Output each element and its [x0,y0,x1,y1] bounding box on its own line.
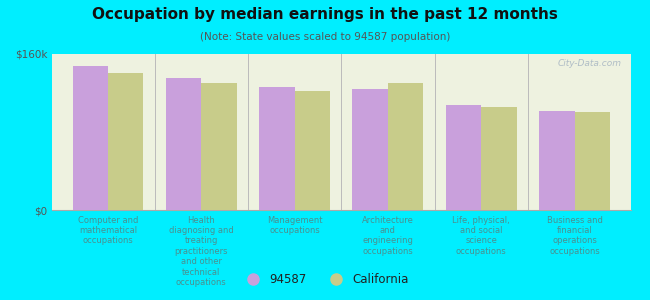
Text: City-Data.com: City-Data.com [558,59,622,68]
Bar [352,89,388,210]
Bar [108,74,144,210]
Bar [73,66,108,210]
Bar [575,112,610,210]
Bar [294,91,330,210]
Bar [446,105,481,210]
Bar [539,110,575,210]
Bar [388,83,423,210]
Bar [481,106,517,210]
Text: (Note: State values scaled to 94587 population): (Note: State values scaled to 94587 popu… [200,32,450,41]
Bar [259,87,294,210]
Text: Occupation by median earnings in the past 12 months: Occupation by median earnings in the pas… [92,8,558,22]
Legend: 94587, California: 94587, California [237,269,413,291]
Bar [202,83,237,210]
Bar [166,78,202,210]
